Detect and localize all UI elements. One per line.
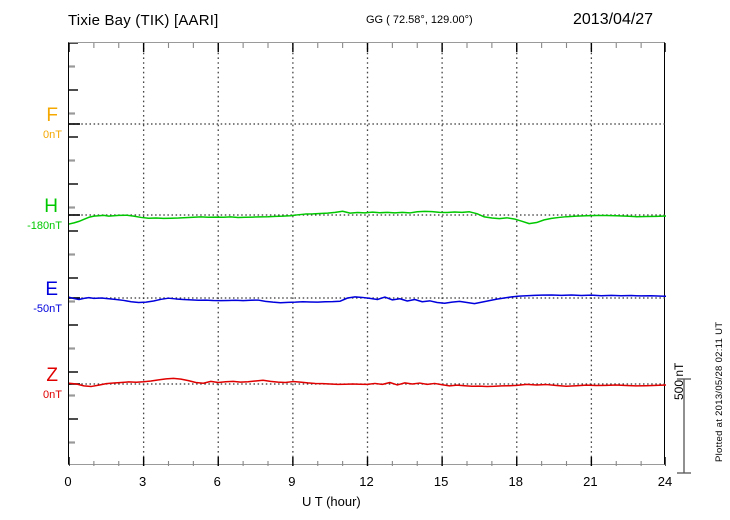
magnetogram-svg	[69, 43, 666, 466]
component-letter-e: E	[45, 279, 58, 300]
x-tick-label-12: 12	[359, 474, 374, 489]
page-title: Tixie Bay (TIK) [AARI]	[68, 12, 219, 29]
x-tick-label-6: 6	[213, 474, 221, 489]
x-axis-ticks	[69, 43, 666, 466]
data-traces	[69, 210, 666, 388]
y-axis-ticks	[69, 43, 80, 444]
component-baseline-e: -50nT	[33, 303, 62, 315]
component-letter-f: F	[46, 105, 58, 126]
x-tick-label-9: 9	[288, 474, 296, 489]
x-tick-label-18: 18	[508, 474, 523, 489]
component-letter-z: Z	[46, 365, 58, 386]
geographic-coordinates: GG ( 72.58°, 129.00°)	[366, 14, 473, 26]
x-tick-label-3: 3	[139, 474, 147, 489]
grid-lines	[142, 43, 593, 466]
x-tick-label-0: 0	[64, 474, 72, 489]
x-tick-label-24: 24	[657, 474, 673, 489]
x-tick-label-15: 15	[433, 474, 449, 489]
x-axis-title: U T (hour)	[302, 494, 361, 509]
magnetogram-plot-area	[68, 42, 666, 466]
component-baseline-h: -180nT	[27, 220, 62, 232]
component-letter-h: H	[44, 196, 58, 217]
scale-bar-label: 500 nT	[672, 362, 686, 400]
plotted-timestamp: Plotted at 2013/05/28 02:11 UT	[714, 321, 725, 462]
observation-date: 2013/04/27	[573, 11, 654, 28]
component-baseline-f: 0nT	[43, 129, 62, 141]
scale-bar	[677, 378, 691, 474]
component-baseline-z: 0nT	[43, 389, 62, 401]
x-tick-label-21: 21	[583, 474, 598, 489]
